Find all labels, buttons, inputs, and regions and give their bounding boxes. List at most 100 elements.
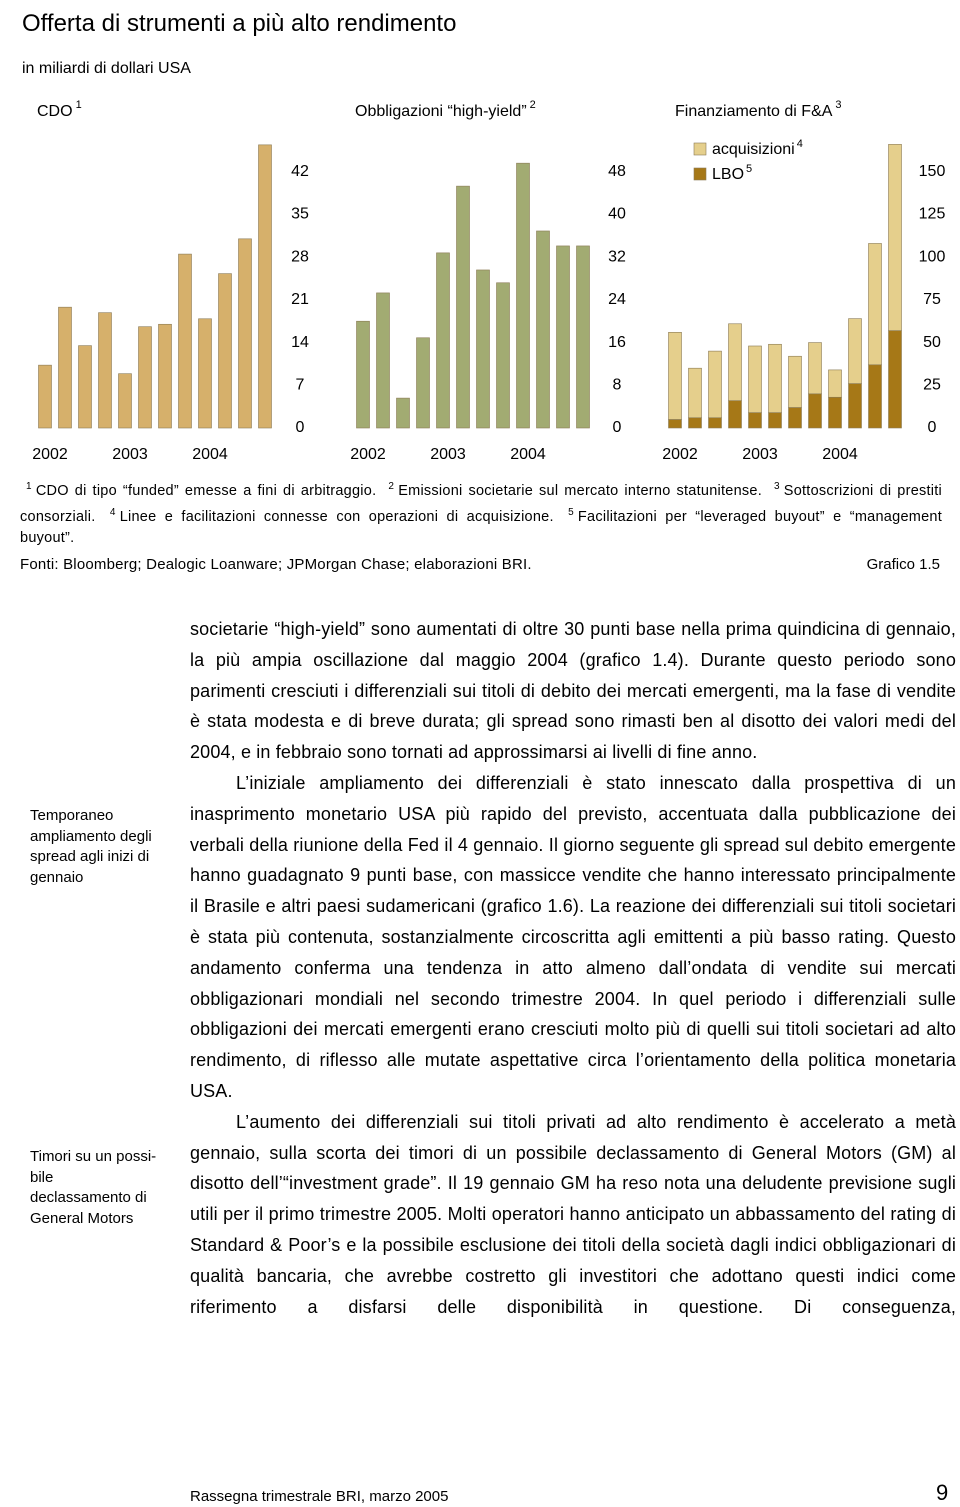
footer-text: Rassegna trimestrale BRI, marzo 2005 xyxy=(190,1488,449,1505)
panel-title-note: 3 xyxy=(835,99,841,111)
bar xyxy=(198,318,212,429)
footnote-text: Linee e facilitazioni connesse con opera… xyxy=(119,508,554,525)
y-tick-label: 42 xyxy=(291,163,309,180)
legend-label: LBO 5 xyxy=(712,163,752,183)
bar-segment xyxy=(688,367,702,419)
y-tick-label: 21 xyxy=(291,291,309,308)
bar xyxy=(38,364,52,429)
footnote-text: CDO di tipo “funded” emesse a fini di ar… xyxy=(35,482,377,499)
paragraph: L’aumento dei differenziali sui titoli p… xyxy=(190,1111,956,1317)
x-tick-label: 2004 xyxy=(510,446,546,463)
x-tick-label: 2002 xyxy=(350,446,386,463)
bar-segment xyxy=(808,393,822,429)
bar xyxy=(436,252,450,429)
bar xyxy=(396,397,410,429)
bar xyxy=(516,162,530,429)
y-tick-label: 25 xyxy=(923,377,941,394)
bar xyxy=(118,373,132,429)
bar xyxy=(476,269,490,429)
footnotes: 1 CDO di tipo “funded” emesse a fini di a… xyxy=(20,476,942,549)
footnote-text: Sottoscrizioni di prestiti consorziali. xyxy=(20,482,943,525)
bar-segment xyxy=(888,330,902,429)
legend-swatch xyxy=(693,167,707,181)
figure-label: Grafico 1.5 xyxy=(866,556,940,573)
sidebar-note: Temporaneo ampliamento degli spread agli… xyxy=(30,807,152,886)
y-tick-label: 24 xyxy=(608,291,626,308)
bar xyxy=(576,245,590,429)
bar-segment xyxy=(828,369,842,398)
x-tick-label: 2004 xyxy=(192,446,228,463)
y-tick-label: 48 xyxy=(608,163,626,180)
y-tick-label: 150 xyxy=(919,163,946,180)
panel-title: Obbligazioni “high-yield” 2 xyxy=(355,99,536,120)
panel-title-note: 2 xyxy=(530,99,536,111)
y-tick-label: 50 xyxy=(923,334,941,351)
bar xyxy=(356,320,370,429)
bar-segment xyxy=(668,419,682,429)
legend-note: 5 xyxy=(746,163,752,175)
panel-title-text: Obbligazioni “high-yield” xyxy=(355,103,527,120)
figure-title: Offerta di strumenti a più alto rendimen… xyxy=(22,10,457,37)
bar-segment xyxy=(748,412,762,429)
bar xyxy=(258,144,272,429)
legend-swatch xyxy=(693,142,707,156)
paragraph: L’iniziale ampliamento dei differenziali… xyxy=(190,772,956,1101)
y-tick-label: 32 xyxy=(608,248,626,265)
bar-segment xyxy=(848,318,862,384)
bar-segment xyxy=(888,144,902,331)
bar-segment xyxy=(708,350,722,419)
bar xyxy=(238,238,252,429)
panel-title: CDO 1 xyxy=(37,99,82,120)
page-number: 9 xyxy=(936,1480,949,1505)
y-tick-label: 0 xyxy=(296,419,305,436)
y-tick-label: 0 xyxy=(928,419,937,436)
bar xyxy=(178,253,192,429)
bar-segment xyxy=(828,396,842,429)
bar-segment xyxy=(808,342,822,395)
x-tick-label: 2003 xyxy=(742,446,778,463)
y-tick-label: 14 xyxy=(291,334,309,351)
bar xyxy=(536,230,550,429)
paragraph: societarie “high-yield” sono aumentati d… xyxy=(190,619,956,763)
bar xyxy=(58,306,72,429)
bar xyxy=(496,282,510,429)
figure-subtitle: in miliardi di dollari USA xyxy=(22,60,191,77)
bar-segment xyxy=(788,407,802,429)
footnote-number: 3 xyxy=(773,481,780,492)
panel-title-text: Finanziamento di F&A xyxy=(675,103,833,120)
y-tick-label: 8 xyxy=(613,377,622,394)
x-tick-label: 2002 xyxy=(32,446,68,463)
bar-segment xyxy=(768,412,782,429)
bar-segment xyxy=(868,364,882,429)
legend-text: acquisizioni xyxy=(712,141,795,158)
bar-segment xyxy=(668,332,682,420)
x-tick-label: 2004 xyxy=(822,446,858,463)
y-tick-label: 40 xyxy=(608,206,626,223)
legend-note: 4 xyxy=(797,138,803,150)
y-tick-label: 125 xyxy=(919,206,946,223)
bar xyxy=(218,273,232,429)
x-tick-label: 2003 xyxy=(112,446,148,463)
legend-text: LBO xyxy=(712,166,744,183)
bar xyxy=(416,337,430,429)
bar xyxy=(138,326,152,429)
panel-title: Finanziamento di F&A 3 xyxy=(675,99,842,120)
footnote-text: Emissioni societarie sul mercato interno… xyxy=(398,482,762,499)
x-tick-label: 2003 xyxy=(430,446,466,463)
bar xyxy=(376,292,390,429)
y-tick-label: 35 xyxy=(291,206,309,223)
footnote-number: 4 xyxy=(109,506,116,518)
bar-segment xyxy=(848,383,862,429)
footnote-number: 1 xyxy=(26,481,32,492)
bar xyxy=(98,312,112,429)
y-tick-label: 0 xyxy=(613,419,622,436)
y-tick-label: 16 xyxy=(608,334,626,351)
body-text: societarie “high-yield” sono aumentati d… xyxy=(190,614,956,1322)
footnote-number: 5 xyxy=(568,506,574,518)
footnote-text: Facilitazioni per “leveraged buyout” e “… xyxy=(20,508,942,546)
bar xyxy=(158,323,172,429)
x-tick-label: 2002 xyxy=(662,446,698,463)
panel-title-note: 1 xyxy=(76,99,82,111)
